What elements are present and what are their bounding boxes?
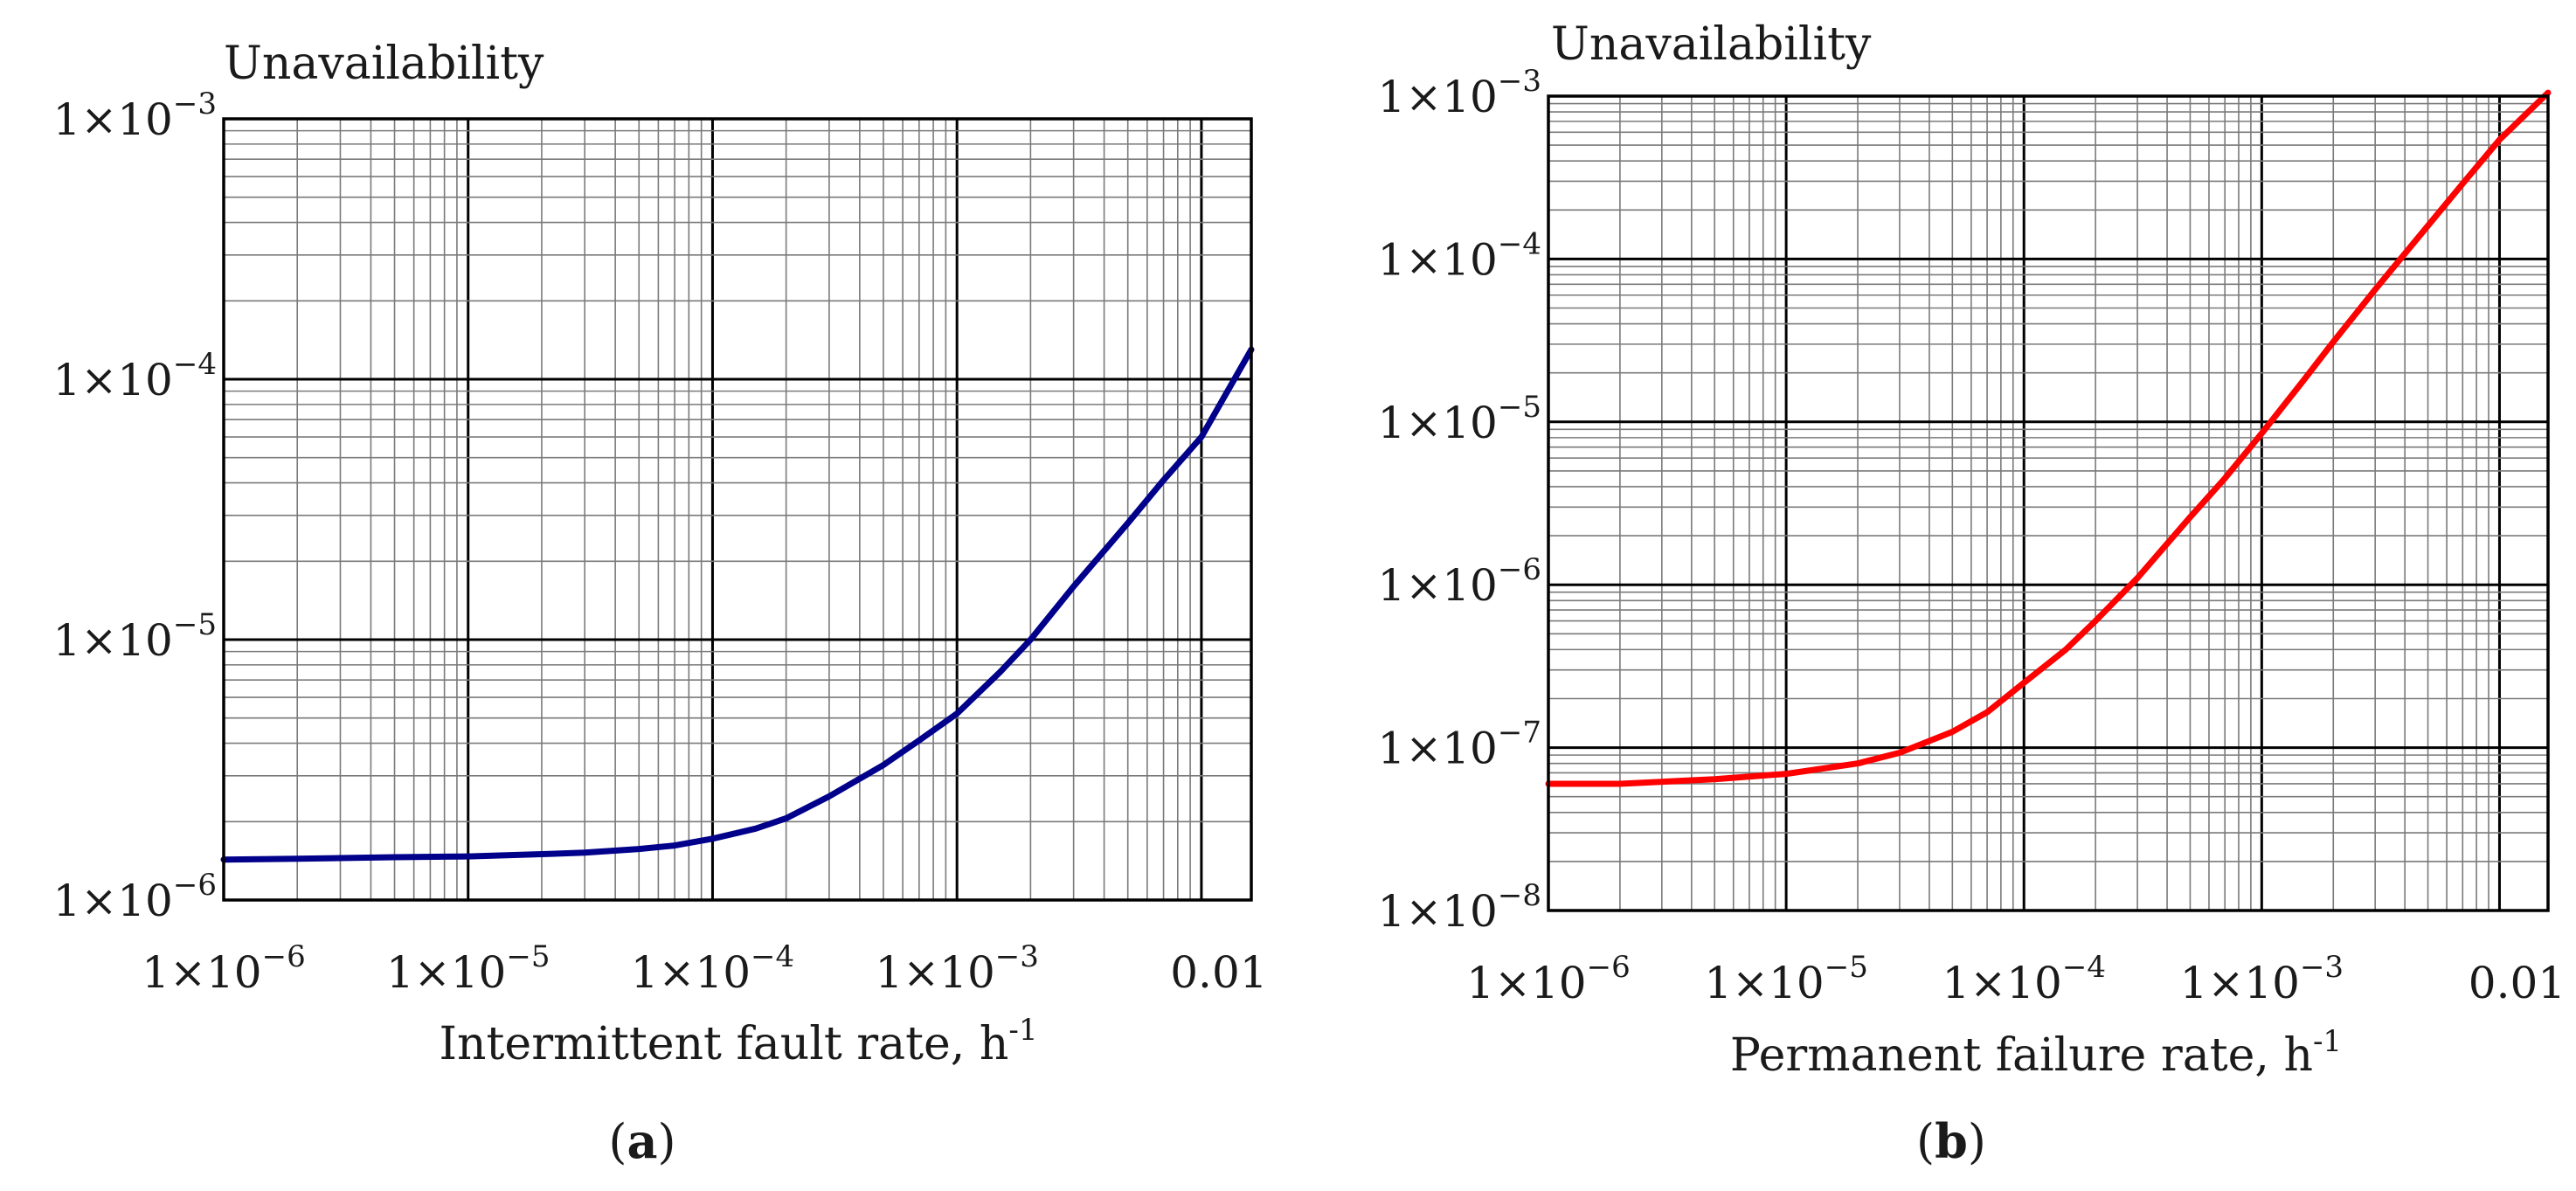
x-tick-label: 1×10−6: [1466, 950, 1630, 1008]
x-tick-label: 1×10−5: [1704, 950, 1867, 1008]
x-tick-label: 0.01: [1170, 947, 1267, 998]
x-tick-label: 1×10−4: [1942, 950, 2105, 1008]
plot-frame: [222, 117, 1253, 902]
x-tick-label: 1×10−6: [142, 939, 305, 998]
plot-frame: [1547, 94, 2550, 912]
panel-label: (a): [608, 1113, 675, 1169]
y-tick-labels: 1×10−3 1×10−4 1×10−5 1×10−6 1×10−7 1×10−8: [1378, 64, 1541, 937]
y-tick-label: 1×10−6: [53, 868, 217, 926]
y-tick-label: 1×10−8: [1378, 878, 1541, 937]
grid-lines: [1547, 94, 2548, 912]
y-axis-label: Unavailability: [1551, 18, 1872, 71]
series-line-0: [220, 346, 1255, 863]
chart-panel-b: 1×10−31×10−41×10−51×10−61×10−71×10−81×10…: [1378, 18, 2566, 1169]
x-tick-label: 1×10−3: [2180, 950, 2344, 1008]
grid-lines: [222, 117, 1251, 902]
x-tick-label: 0.01: [2469, 958, 2566, 1008]
y-axis-label: Unavailability: [224, 38, 544, 90]
x-axis-label: Permanent failure rate, h-1: [1730, 1024, 2342, 1082]
y-tick-label: 1×10−7: [1378, 716, 1541, 774]
x-axis-label: Intermittent fault rate, h-1: [440, 1013, 1038, 1070]
y-tick-label: 1×10−5: [53, 607, 217, 666]
y-tick-label: 1×10−6: [1378, 552, 1541, 611]
y-tick-label: 1×10−5: [1378, 390, 1541, 448]
y-tick-label: 1×10−4: [53, 347, 217, 405]
chart-panel-a: 1×10−31×10−41×10−51×10−61×10−6 1×10−5 1×10…: [53, 38, 1268, 1169]
series-line-0: [1545, 89, 2552, 787]
x-tick-label: 1×10−4: [631, 939, 794, 998]
y-tick-label: 1×10−4: [1378, 226, 1541, 285]
panel-label: (b): [1916, 1113, 1986, 1169]
y-tick-label: 1×10−3: [1378, 64, 1541, 122]
x-tick-labels: 1×10−6 1×10−5 1×10−4 1×10−3 0.01: [1466, 950, 2566, 1008]
x-tick-label: 1×10−5: [386, 939, 550, 998]
x-tick-label: 1×10−3: [875, 939, 1038, 998]
y-tick-label: 1×10−3: [53, 87, 217, 145]
series-points: [224, 350, 1251, 860]
y-tick-labels: 1×10−3 1×10−4 1×10−5 1×10−6: [53, 87, 217, 926]
x-tick-labels: 1×10−6 1×10−5 1×10−4 1×10−3 0.01: [142, 939, 1267, 998]
